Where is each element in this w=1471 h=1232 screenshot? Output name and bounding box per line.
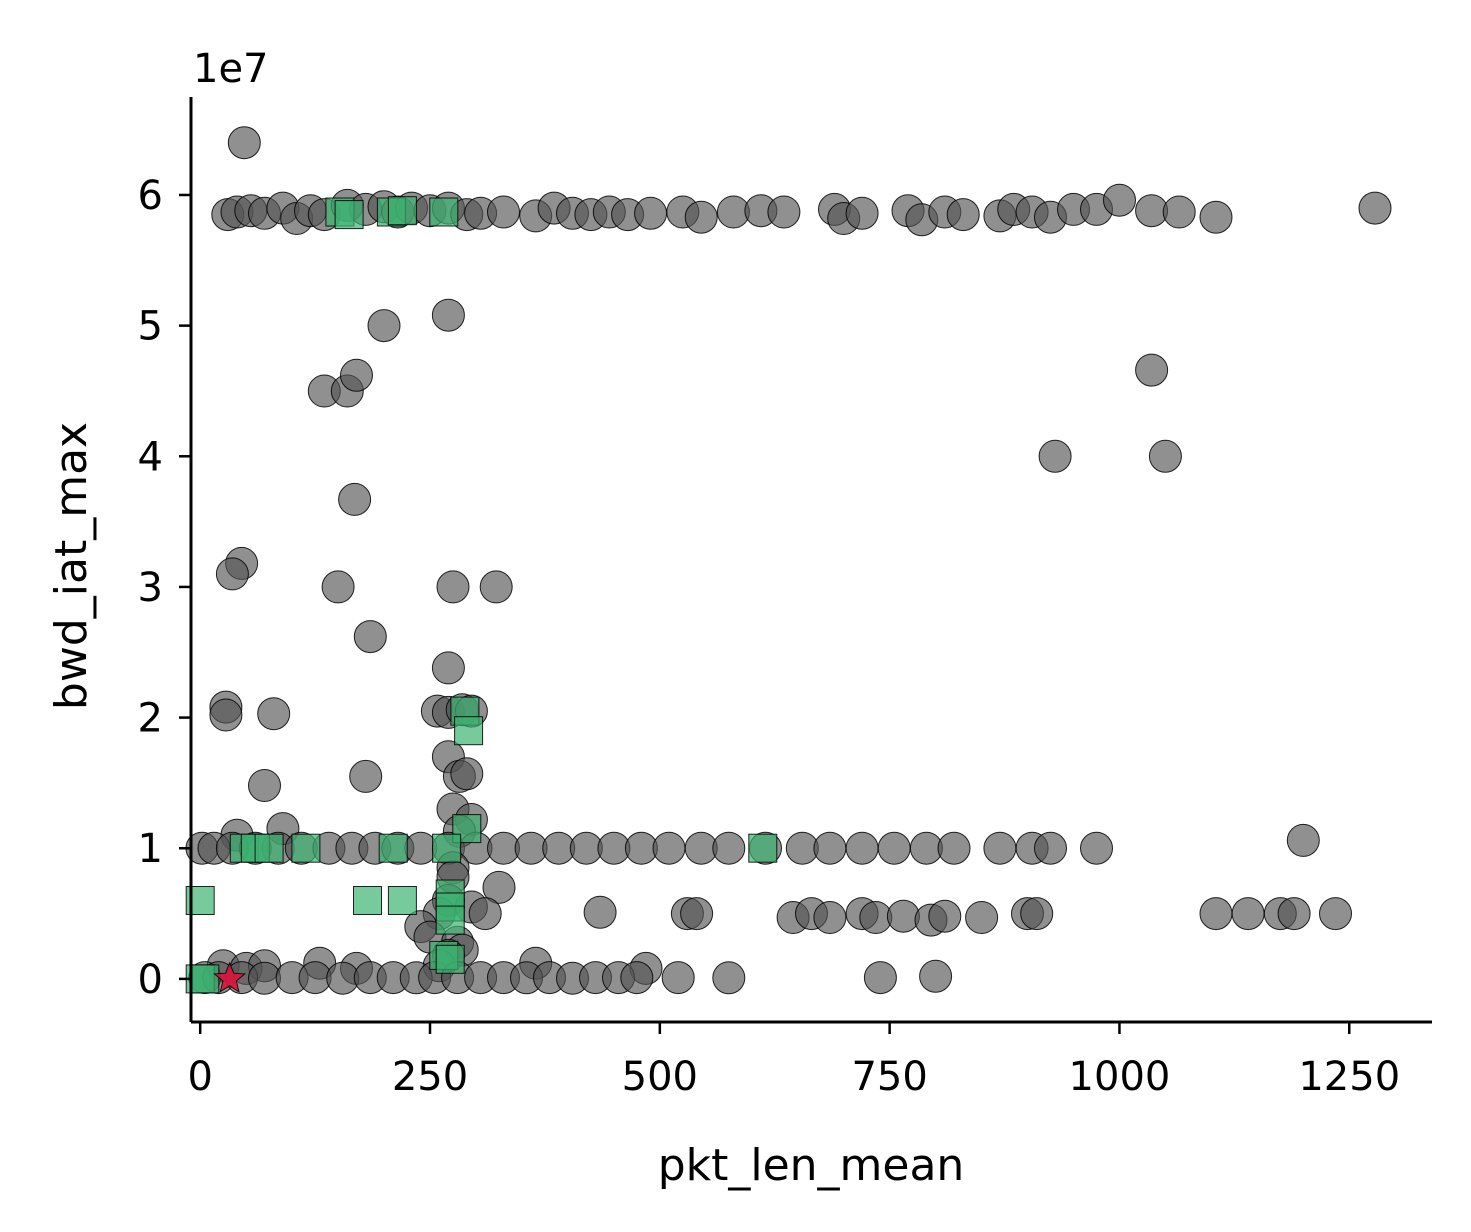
x-tick-label: 1250 (1298, 1054, 1400, 1100)
data-point-circle (431, 298, 465, 332)
y-tick-label: 4 (138, 434, 163, 480)
data-point-circle (321, 570, 355, 604)
data-point-circle (436, 570, 470, 604)
data-point-square (454, 716, 484, 746)
x-ticks: 0 250 500 750 1000 1250 (187, 1022, 1400, 1100)
data-point-circle (353, 620, 387, 654)
data-point-circle (583, 895, 617, 929)
y-tick-label: 0 (138, 957, 163, 1003)
data-point-circle (1199, 897, 1233, 931)
data-point-circle (431, 651, 465, 685)
data-point-circle (340, 358, 373, 392)
data-point-circle (227, 126, 261, 160)
data-point-circle (479, 570, 513, 604)
data-point-square (387, 886, 417, 915)
data-point-circle (928, 899, 962, 933)
data-point-circle (620, 961, 654, 995)
data-point-circle (1135, 353, 1169, 387)
y-axis-label: bwd_iat_max (46, 422, 97, 710)
x-tick-label: 500 (622, 1054, 698, 1100)
data-point-circle (965, 901, 999, 934)
data-point-circle (1277, 897, 1311, 931)
data-point-circle (983, 831, 1017, 865)
data-point-circle (1162, 195, 1196, 229)
data-point-square (334, 200, 364, 230)
data-point-square (435, 905, 465, 935)
data-point-circle (661, 961, 695, 995)
data-point-circle (845, 196, 879, 230)
data-point-circle (919, 959, 953, 993)
data-point-circle (1080, 831, 1113, 865)
data-point-circle (487, 195, 520, 229)
data-point-circle (367, 309, 401, 343)
data-point-circle (845, 831, 879, 865)
x-tick-label: 750 (851, 1054, 927, 1100)
data-point-circle (338, 482, 372, 516)
data-point-circle (712, 961, 746, 995)
data-point-square (378, 833, 408, 863)
data-point-circle (1319, 897, 1352, 931)
data-point-circle (652, 831, 686, 865)
y-tick-label: 6 (138, 173, 163, 219)
data-point-square (353, 886, 382, 915)
y-ticks: 0 1 2 3 4 5 6 (138, 173, 191, 1003)
data-point-square (291, 833, 321, 863)
data-point-circle (482, 870, 516, 904)
data-point-circle (767, 195, 801, 229)
x-axis-label: pkt_len_mean (658, 1140, 965, 1191)
data-point-circle (946, 198, 980, 232)
data-point-circle (712, 831, 746, 865)
data-point-circle (634, 196, 668, 230)
data-point-circle (1038, 439, 1072, 473)
y-tick-label: 3 (138, 565, 163, 611)
data-point-circle (813, 901, 847, 934)
data-point-circle (209, 698, 243, 732)
data-point-square (435, 944, 465, 974)
data-point-circle (680, 897, 714, 931)
data-point-circle (1358, 191, 1392, 225)
data-point-circle (1199, 200, 1233, 234)
data-point-circle (1034, 831, 1067, 865)
data-point-square (432, 833, 462, 863)
y-offset-label: 1e7 (193, 46, 269, 92)
data-point-circle (1020, 897, 1054, 931)
data-point-circle (863, 961, 897, 995)
data-point-star (213, 961, 247, 993)
data-point-circle (1286, 823, 1320, 857)
data-point-circle (1231, 897, 1265, 931)
data-point-circle (215, 557, 249, 591)
data-point-circle (937, 831, 971, 865)
data-point-circle (813, 831, 847, 865)
data-point-circle (468, 897, 502, 931)
data-point-circle (349, 759, 383, 793)
data-point-circle (1103, 183, 1136, 217)
x-tick-label: 1000 (1069, 1054, 1171, 1100)
data-point-square (190, 964, 220, 994)
axes (189, 97, 1432, 1024)
data-point-circle (450, 757, 484, 791)
y-tick-label: 2 (138, 696, 163, 742)
data-point-circle (886, 899, 920, 933)
x-tick-label: 250 (392, 1054, 468, 1100)
data-point-circle (684, 200, 718, 234)
data-point-square (429, 197, 459, 227)
data-point-circle (257, 697, 291, 731)
y-tick-label: 1 (138, 826, 163, 872)
data-point-square (254, 833, 284, 863)
data-point-circle (877, 831, 911, 865)
data-point-square (748, 833, 778, 863)
y-tick-label: 5 (138, 304, 163, 350)
data-point-circle (248, 769, 281, 802)
x-tick-label: 0 (187, 1054, 212, 1100)
data-point-square (387, 196, 417, 226)
plot-area (185, 126, 1392, 995)
data-point-circle (1148, 439, 1182, 473)
